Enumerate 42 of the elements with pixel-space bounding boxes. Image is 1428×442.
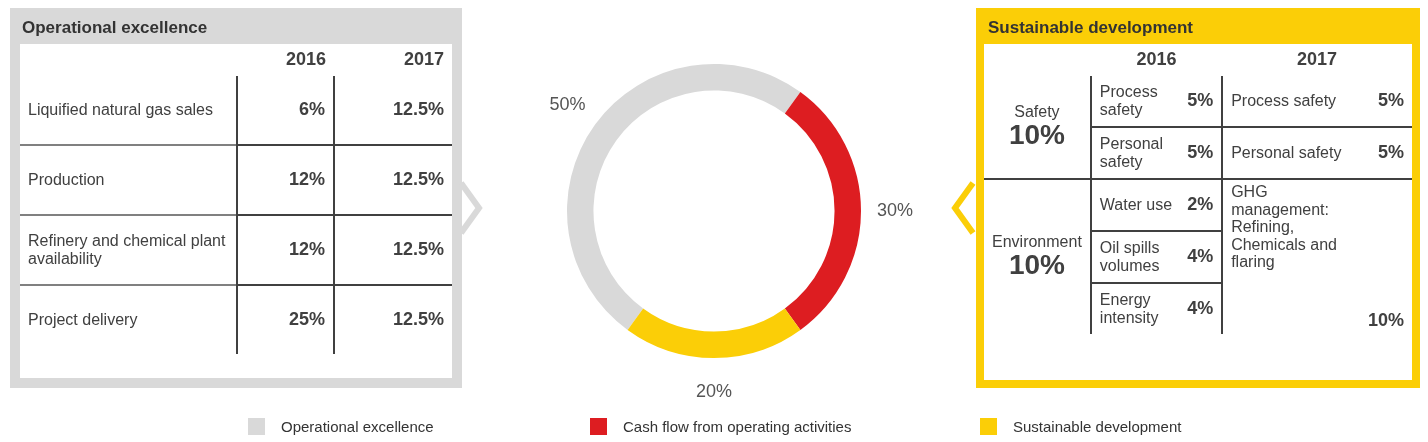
text: Process safety [1099,83,1158,118]
legend-label: Cash flow from operating activities [623,418,852,435]
text: Personal safety [1099,135,1163,170]
text: Operational excellence [10,8,462,44]
category-label: Project delivery [28,311,138,329]
data-label: 30% [876,199,914,220]
category-label: Liquified natural gas sales [28,101,214,119]
text: Sustainable development [976,8,1420,44]
text: 6% [299,99,326,120]
text: Oil spills volumes [1099,239,1160,274]
text: 12% [289,169,326,190]
text: 10% [1367,310,1404,331]
category-label: Refinery and chemical plant availability [28,232,226,267]
data-label: 20% [695,380,733,401]
text: 5% [1377,142,1404,163]
text: Process safety [1231,92,1337,110]
text: 4% [1187,298,1214,319]
data-label: 50% [549,93,586,114]
text: 12.5% [392,239,444,260]
text: GHG management: Refining, Chemicals and flaring [1231,183,1337,271]
category-label: 2017 [1296,48,1339,72]
text: Safety 10% [1008,102,1065,151]
category-label: 2016 [285,48,328,72]
text: Personal safety [1231,144,1342,162]
text: 25% [289,309,326,330]
legend-label: Sustainable development [1013,418,1182,435]
text: 4% [1187,246,1214,267]
category-label: Production [28,171,105,189]
category-label: 2016 [1135,48,1178,72]
text: 2% [1187,194,1214,215]
category-label: 2017 [402,48,445,72]
text: 5% [1377,90,1404,111]
text: Water use [1099,196,1173,214]
text: 5% [1187,142,1214,163]
text: 12% [289,239,326,260]
text: 12.5% [392,169,444,190]
text: Environment 10% [992,232,1082,281]
legend-label: Operational excellence [281,418,434,435]
text: 12.5% [392,309,444,330]
text: Energy intensity [1099,291,1159,326]
text: 12.5% [392,99,444,120]
text: 5% [1187,90,1214,111]
